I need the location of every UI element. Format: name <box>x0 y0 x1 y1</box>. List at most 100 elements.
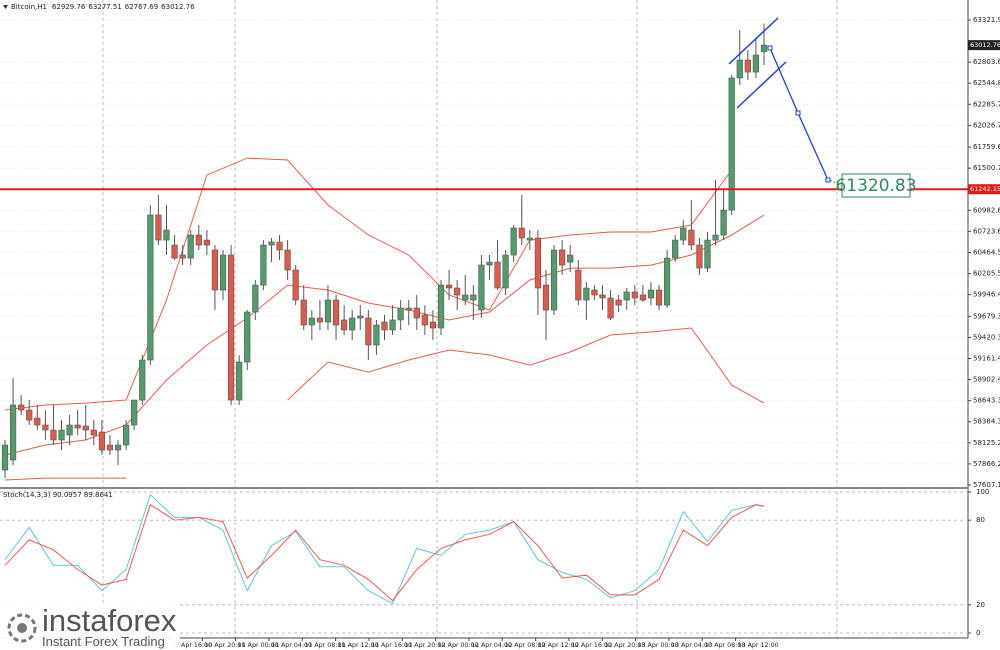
x-tick-label: 11 Apr 12:00 <box>338 642 379 649</box>
candle-body <box>421 314 428 326</box>
indicator-tick-label: 0 <box>976 629 980 637</box>
stochastic-line <box>4 493 765 605</box>
candle-body <box>276 241 283 251</box>
price-plot <box>0 23 968 481</box>
level-marker <box>968 184 1000 195</box>
candle-body <box>163 229 170 241</box>
y-tick-label: 61500.70 <box>973 164 1000 172</box>
candle-body <box>74 424 81 429</box>
candle-body <box>147 214 154 361</box>
candle-body <box>478 264 485 311</box>
bollinger-band <box>4 157 733 411</box>
candle-body <box>349 317 356 331</box>
candle-body <box>639 294 646 301</box>
header: Bitcoin,H1 62929.76 63277.51 62767.69 63012.… <box>3 3 195 499</box>
candle-body <box>9 404 17 461</box>
annotation: 61320.83 <box>829 173 917 198</box>
logo-icon <box>7 613 37 643</box>
grid-layer <box>0 0 968 638</box>
candle-body <box>381 321 388 331</box>
flag-upper-line <box>728 17 779 65</box>
candle-body <box>171 244 178 259</box>
candle-body <box>567 254 574 263</box>
candle-body <box>704 239 711 269</box>
level-label: 61242.15 <box>970 185 1000 193</box>
candle-body <box>34 417 41 426</box>
candle-body <box>405 307 412 311</box>
candle-body <box>18 404 25 411</box>
candle-body <box>187 234 194 259</box>
candle-body <box>123 424 130 446</box>
candle-body <box>308 317 315 326</box>
candle-body <box>437 284 445 329</box>
y-tick-label: 57866.20 <box>973 460 1000 468</box>
indicator-tick-label: 20 <box>976 601 985 609</box>
y-tick-label: 62803.65 <box>973 58 1000 66</box>
candle-body <box>672 239 679 259</box>
y-tick-label: 59946.45 <box>973 291 1000 299</box>
candle-body <box>712 234 719 241</box>
candle-body <box>357 315 364 319</box>
candle-body <box>284 249 291 271</box>
candle-body <box>575 269 582 301</box>
candle-body <box>82 425 89 431</box>
candle-body <box>720 209 727 236</box>
candle-body <box>66 424 73 436</box>
candle-body <box>502 254 509 289</box>
candle-body <box>106 444 114 451</box>
indicator-tick-label: 80 <box>976 516 985 524</box>
x-tick-label: 12 Apr 00:00 <box>438 642 479 649</box>
candle-body <box>316 317 324 323</box>
x-tick-label: 11 Apr 08:00 <box>304 642 345 649</box>
candle-body <box>462 294 469 301</box>
y-tick-label: 61759.60 <box>973 143 1000 151</box>
candle-body <box>615 299 622 306</box>
y-tick-label: 59161.45 <box>973 355 1000 363</box>
y-tick-label: 60982.65 <box>973 206 1000 214</box>
x-tick-label: 12 Apr 16:00 <box>571 642 612 649</box>
candle-body <box>607 297 614 319</box>
candle-body <box>696 244 703 269</box>
candle-body <box>244 311 251 363</box>
candle-body <box>252 284 259 313</box>
candle-body <box>454 287 461 296</box>
candle-body <box>1 444 9 471</box>
x-tick-label: 10 Apr 16:00 <box>171 642 212 649</box>
candle-body <box>526 237 533 241</box>
candle-body <box>518 227 525 239</box>
candle-body <box>365 317 372 346</box>
y-tick-label: 58643.35 <box>973 397 1000 405</box>
x-tick-label: 12 Apr 20:00 <box>604 642 645 649</box>
candle-body <box>688 229 695 246</box>
candle-body <box>550 249 558 311</box>
candle-body <box>155 214 162 241</box>
logo-icon-core <box>17 623 27 633</box>
candle-body <box>324 299 332 323</box>
x-tick-label: 11 Apr 00:00 <box>238 642 279 649</box>
candle-body <box>445 284 453 289</box>
x-tick-label: 13 Apr 04:00 <box>671 642 712 649</box>
candle-body <box>534 237 542 289</box>
candle-body <box>494 261 501 289</box>
candle-body <box>341 319 348 331</box>
candle-body <box>736 59 743 79</box>
close-value: 63012.76 <box>161 3 195 11</box>
candle-body <box>195 234 202 246</box>
candle-body <box>760 44 768 53</box>
candle-body <box>623 291 630 301</box>
candle-body <box>114 444 122 451</box>
price-marker-label: 63012.76 <box>970 41 1000 49</box>
candle-body <box>429 321 437 329</box>
candle-body <box>139 359 146 401</box>
candle-body <box>332 299 340 326</box>
projection-point <box>767 45 773 51</box>
logo-name: instaforex <box>42 603 177 638</box>
candle-body <box>58 429 65 441</box>
high-value: 63277.51 <box>88 3 121 11</box>
candle-body <box>542 284 550 311</box>
symbol: Bitcoin,H1 <box>11 3 47 11</box>
candle-body <box>647 289 655 299</box>
indicator-label: Stoch(14,3,3) 90.0957 89.8641 <box>3 491 113 499</box>
y-tick-label: 58902.40 <box>973 376 1000 384</box>
